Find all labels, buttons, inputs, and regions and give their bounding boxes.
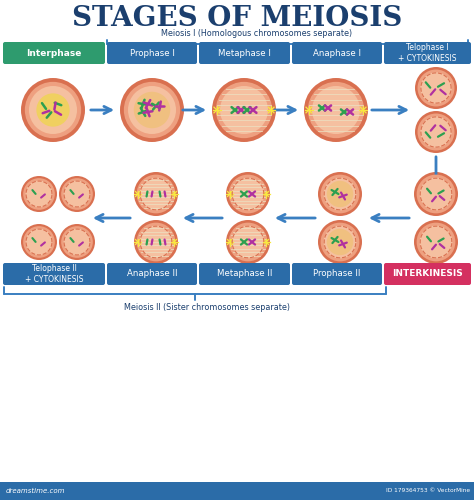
- Text: Anaphase II: Anaphase II: [127, 270, 177, 278]
- Circle shape: [419, 178, 453, 210]
- Text: ID 179364753 © VectorMine: ID 179364753 © VectorMine: [386, 488, 470, 494]
- Circle shape: [318, 172, 362, 216]
- Circle shape: [231, 226, 264, 258]
- Circle shape: [323, 226, 356, 258]
- Circle shape: [420, 116, 452, 148]
- Circle shape: [414, 172, 458, 216]
- Circle shape: [320, 174, 359, 214]
- Circle shape: [64, 228, 91, 256]
- Circle shape: [137, 222, 175, 262]
- Circle shape: [216, 82, 272, 138]
- FancyBboxPatch shape: [199, 263, 290, 285]
- Circle shape: [228, 174, 267, 214]
- Text: dreamstime.com: dreamstime.com: [6, 488, 65, 494]
- Circle shape: [308, 82, 364, 138]
- Circle shape: [415, 67, 457, 109]
- FancyBboxPatch shape: [292, 263, 382, 285]
- FancyBboxPatch shape: [292, 42, 382, 64]
- Circle shape: [23, 226, 55, 258]
- Text: Metaphase I: Metaphase I: [218, 48, 271, 58]
- Text: Prophase I: Prophase I: [129, 48, 174, 58]
- Circle shape: [212, 78, 276, 142]
- Circle shape: [312, 86, 360, 134]
- Circle shape: [124, 82, 180, 138]
- Text: INTERKINESIS: INTERKINESIS: [392, 270, 463, 278]
- Circle shape: [59, 176, 95, 212]
- Circle shape: [29, 86, 77, 134]
- Circle shape: [26, 180, 53, 208]
- Text: Interphase: Interphase: [27, 48, 82, 58]
- Circle shape: [327, 181, 353, 207]
- Circle shape: [23, 178, 55, 210]
- Circle shape: [137, 174, 175, 214]
- Circle shape: [323, 178, 356, 210]
- Circle shape: [128, 86, 176, 134]
- Circle shape: [304, 78, 368, 142]
- Circle shape: [419, 226, 453, 258]
- Circle shape: [25, 82, 81, 138]
- Circle shape: [61, 178, 93, 210]
- Circle shape: [417, 222, 456, 262]
- Circle shape: [417, 174, 456, 214]
- Circle shape: [220, 86, 268, 134]
- Text: Telophase II
+ CYTOKINESIS: Telophase II + CYTOKINESIS: [25, 264, 83, 283]
- Circle shape: [226, 220, 270, 264]
- Circle shape: [420, 72, 452, 104]
- Circle shape: [120, 78, 184, 142]
- FancyBboxPatch shape: [107, 42, 197, 64]
- Text: Meiosis II (Sister chromosomes separate): Meiosis II (Sister chromosomes separate): [124, 304, 290, 312]
- Circle shape: [21, 176, 57, 212]
- Bar: [0, 482, 474, 500]
- Circle shape: [64, 180, 91, 208]
- Circle shape: [226, 172, 270, 216]
- Circle shape: [418, 70, 455, 106]
- FancyBboxPatch shape: [3, 263, 105, 285]
- Text: Anaphase I: Anaphase I: [313, 48, 361, 58]
- FancyBboxPatch shape: [384, 263, 471, 285]
- Circle shape: [139, 178, 173, 210]
- Circle shape: [231, 178, 264, 210]
- Text: Prophase II: Prophase II: [313, 270, 361, 278]
- FancyBboxPatch shape: [199, 42, 290, 64]
- Text: Metaphase II: Metaphase II: [217, 270, 272, 278]
- Circle shape: [418, 114, 455, 150]
- Circle shape: [36, 94, 70, 126]
- Circle shape: [228, 222, 267, 262]
- Circle shape: [21, 78, 85, 142]
- Text: STAGES OF MEIOSIS: STAGES OF MEIOSIS: [72, 4, 402, 32]
- Text: Telophase I
+ CYTOKINESIS: Telophase I + CYTOKINESIS: [398, 44, 457, 62]
- Circle shape: [134, 92, 170, 128]
- Circle shape: [134, 172, 178, 216]
- Circle shape: [21, 224, 57, 260]
- Circle shape: [134, 220, 178, 264]
- Circle shape: [327, 229, 353, 255]
- FancyBboxPatch shape: [3, 42, 105, 64]
- Circle shape: [320, 222, 359, 262]
- Text: Meiosis I (Homologous chromosomes separate): Meiosis I (Homologous chromosomes separa…: [162, 30, 353, 38]
- Circle shape: [26, 228, 53, 256]
- Circle shape: [414, 220, 458, 264]
- Circle shape: [59, 224, 95, 260]
- FancyBboxPatch shape: [384, 42, 471, 64]
- Circle shape: [61, 226, 93, 258]
- FancyBboxPatch shape: [107, 263, 197, 285]
- Circle shape: [139, 226, 173, 258]
- Circle shape: [415, 111, 457, 153]
- Circle shape: [318, 220, 362, 264]
